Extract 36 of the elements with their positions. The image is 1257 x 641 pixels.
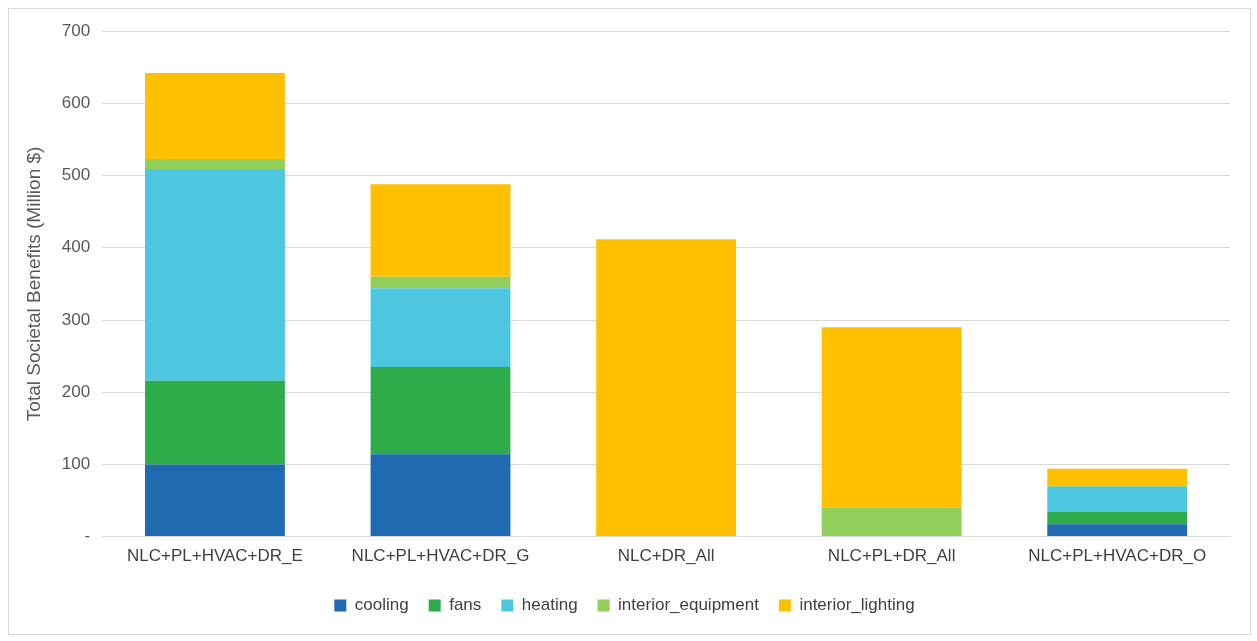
bar — [370, 454, 511, 537]
legend-label: fans — [449, 595, 482, 615]
bar — [821, 507, 962, 537]
y-tick-label: 200 — [61, 381, 91, 401]
bar — [370, 184, 511, 277]
y-axis-title: Total Societal Benefits (Million $) — [22, 146, 44, 422]
bar — [145, 73, 285, 159]
bar — [370, 366, 511, 455]
bar — [821, 327, 962, 508]
x-tick-label: NLC+PL+HVAC+DR_E — [126, 546, 303, 566]
bar — [145, 169, 285, 381]
legend-label: interior_equipment — [618, 595, 760, 615]
bar — [596, 239, 737, 537]
legend-label: cooling — [354, 595, 409, 615]
y-tick-label: 600 — [61, 93, 91, 113]
y-tick-label: 500 — [61, 165, 91, 185]
y-tick-label: 700 — [61, 20, 91, 40]
x-tick-label: NLC+PL+HVAC+DR_O — [1028, 546, 1207, 566]
y-tick-label: - — [84, 526, 91, 546]
bar — [1047, 512, 1188, 525]
bar — [370, 288, 511, 367]
x-tick-label: NLC+PL+HVAC+DR_G — [351, 546, 530, 566]
bar — [145, 158, 285, 170]
legend-label: heating — [521, 595, 578, 615]
bar — [1047, 524, 1188, 537]
bar — [1047, 468, 1188, 486]
y-tick-label: 400 — [61, 237, 91, 257]
bar — [145, 464, 285, 537]
bar — [1047, 486, 1188, 513]
legend-label: interior_lighting — [799, 595, 915, 615]
y-tick-label: 300 — [61, 309, 91, 329]
y-tick-label: 100 — [61, 454, 91, 474]
x-tick-label: NLC+DR_All — [617, 546, 715, 566]
bar — [145, 380, 285, 465]
bar — [370, 276, 511, 289]
x-tick-label: NLC+PL+DR_All — [827, 546, 956, 566]
